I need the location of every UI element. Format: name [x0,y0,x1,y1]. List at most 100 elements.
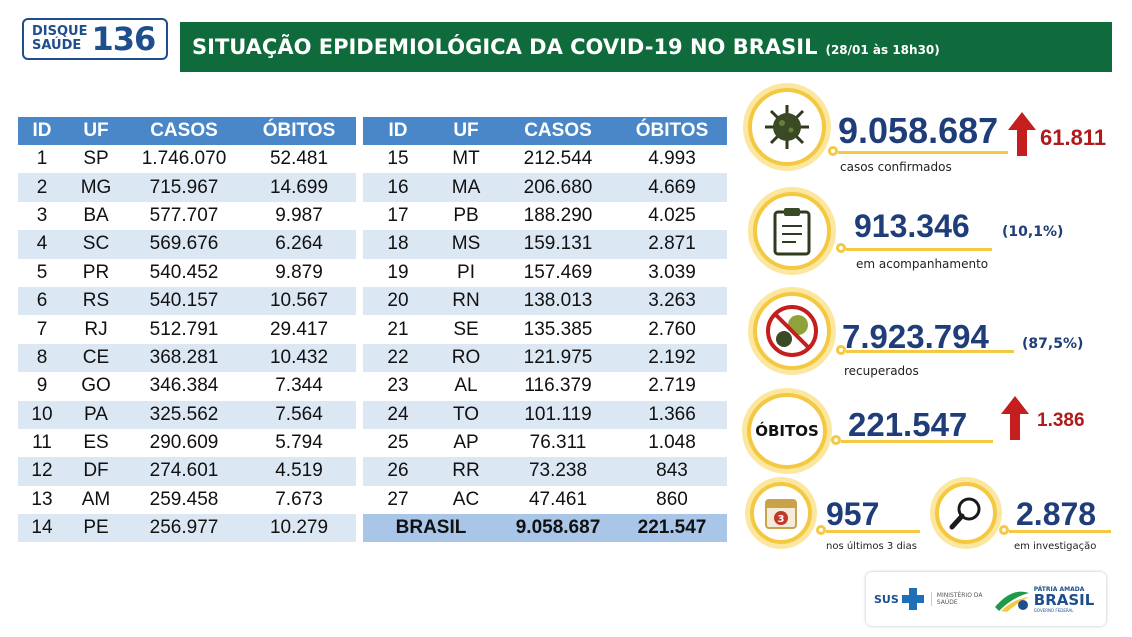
ultimos3-value: 957 [826,496,880,532]
table-row: 24 TO 101.119 1.366 [363,400,727,429]
calendar-icon-circle: 3 [750,482,812,544]
patria-gov: GOVERNO FEDERAL [1033,607,1074,613]
table-cell: 121.975 [499,343,617,373]
table-cell: 2.760 [617,315,727,344]
total-cell: 221.547 [617,514,727,543]
table-cell: RO [433,343,499,373]
table-cell: 577.707 [126,201,242,231]
patria-small: PÁTRIA AMADA [1033,585,1085,593]
logo-text: DISQUE SAÚDE [32,25,87,53]
table-cell: 47.461 [499,485,617,515]
table-cell: 138.013 [499,286,617,316]
table-row: 17 PB 188.290 4.025 [363,201,727,231]
table-row: 7 RJ 512.791 29.417 [18,315,356,344]
investigacao-label: em investigação [1014,541,1097,552]
table-cell: 73.238 [499,457,617,486]
ministerio-text: MINISTÉRIO DA SAÚDE [930,592,987,606]
table-cell: 6 [18,286,66,316]
table-row: 27 AC 47.461 860 [363,485,727,515]
table-cell: 2.719 [617,372,727,401]
table-cell: 3 [18,201,66,231]
connector-dot [836,345,846,355]
recuperados-pct: (87,5%) [1022,336,1084,352]
table-cell: 212.544 [499,145,617,174]
disque-saude-logo: DISQUE SAÚDE 136 [22,18,168,60]
obitos-circle: ÓBITOS [747,393,827,469]
table-cell: 259.458 [126,485,242,515]
table-cell: 18 [363,230,433,259]
table-cell: ES [66,428,126,458]
table-cell: SP [66,145,126,174]
column-header: ID [18,117,66,145]
table-row: 4 SC 569.676 6.264 [18,230,356,259]
table-cell: 26 [363,457,433,486]
table-cell: 188.290 [499,201,617,231]
ultimos3-label: nos últimos 3 dias [826,541,917,552]
obitos-delta: 1.386 [1037,410,1085,431]
total-row: BRASIL 9.058.687 221.547 [363,514,727,543]
logo-number: 136 [91,20,156,58]
connector-line [841,440,993,443]
table-cell: AC [433,485,499,515]
table-cell: 843 [617,457,727,486]
table-cell: 9.987 [242,201,356,231]
table-row: 25 AP 76.311 1.048 [363,428,727,458]
table-cell: RR [433,457,499,486]
connector-dot [831,435,841,445]
table-cell: 10 [18,400,66,429]
table-cell: 27 [363,485,433,515]
table-cell: 540.452 [126,258,242,287]
footer-logos: SUS MINISTÉRIO DA SAÚDE PÁTRIA AMADA BRA… [866,572,1106,626]
up-arrow-icon [1001,396,1029,440]
table-cell: 17 [363,201,433,231]
table-cell: SE [433,315,499,344]
clipboard-icon [773,208,811,256]
table-cell: 10.432 [242,343,356,373]
table-cell: 4.669 [617,173,727,202]
table-cell: 6.264 [242,230,356,259]
table-cell: AM [66,485,126,515]
table-cell: 159.131 [499,230,617,259]
state-table-right: ID UF CASOS ÓBITOS 15 MT 212.544 4.993 16 MA 206.… [363,117,727,543]
table-cell: AL [433,372,499,401]
magnifier-icon [949,497,981,530]
table-cell: RN [433,286,499,316]
table-cell: 1.746.070 [126,145,242,174]
table-cell: 7.564 [242,400,356,429]
patria-amada-logo: PÁTRIA AMADA BRASIL GOVERNO FEDERAL [993,585,1095,613]
table-row: 23 AL 116.379 2.719 [363,372,727,401]
table-cell: AP [433,428,499,458]
table-cell: SC [66,230,126,259]
column-header: CASOS [499,117,617,145]
table-cell: 290.609 [126,428,242,458]
table-cell: 1.366 [617,400,727,429]
table-row: 15 MT 212.544 4.993 [363,145,727,174]
table-row: 11 ES 290.609 5.794 [18,428,356,458]
up-arrow-icon [1008,112,1036,156]
acompanhamento-label: em acompanhamento [856,257,989,271]
connector-line [1009,530,1111,533]
table-row: 19 PI 157.469 3.039 [363,258,727,287]
table-cell: 3.263 [617,286,727,316]
table-cell: 9.879 [242,258,356,287]
table-cell: RS [66,286,126,316]
table-cell: MG [66,173,126,202]
obitos-value: 221.547 [848,406,968,443]
table-cell: 512.791 [126,315,242,344]
table-cell: GO [66,372,126,401]
page-title: SITUAÇÃO EPIDEMIOLÓGICA DA COVID-19 NO B… [192,35,818,59]
table-cell: 11 [18,428,66,458]
column-header: CASOS [126,117,242,145]
investigacao-value: 2.878 [1016,496,1097,532]
table-cell: 4 [18,230,66,259]
connector-line [846,248,992,251]
table-cell: 5.794 [242,428,356,458]
table-cell: 325.562 [126,400,242,429]
table-row: 13 AM 259.458 7.673 [18,485,356,515]
column-header: UF [433,117,499,145]
column-header: UF [66,117,126,145]
no-virus-icon-circle [753,292,831,370]
table-row: 22 RO 121.975 2.192 [363,343,727,373]
total-cell: 9.058.687 [499,514,617,543]
patria-big: BRASIL [1033,590,1095,609]
